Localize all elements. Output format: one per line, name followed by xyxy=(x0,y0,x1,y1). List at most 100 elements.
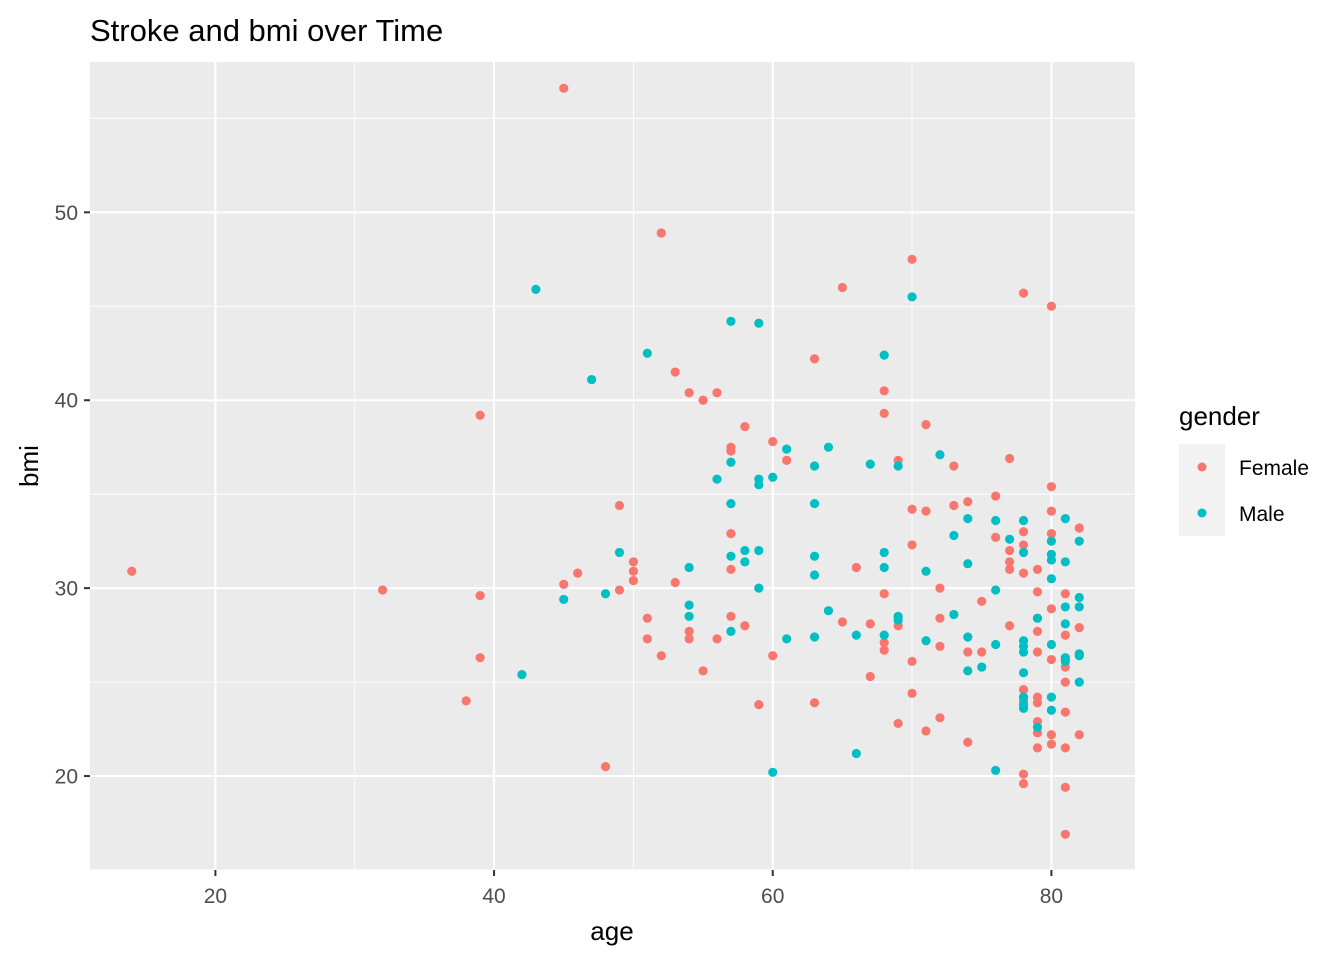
data-point-female xyxy=(879,386,889,396)
data-point-male xyxy=(1018,703,1029,714)
data-point-male xyxy=(754,545,764,556)
data-point-female xyxy=(684,388,694,398)
data-point-male xyxy=(1060,602,1070,612)
data-point-male xyxy=(740,557,750,567)
data-point-male xyxy=(782,444,792,454)
data-point-male xyxy=(782,634,792,644)
data-point-female xyxy=(879,589,889,599)
data-point-male xyxy=(1046,536,1056,546)
data-point-female xyxy=(1005,564,1015,574)
data-point-male xyxy=(726,316,736,326)
data-point-female xyxy=(573,568,583,578)
data-point-female xyxy=(907,656,917,667)
data-point-male xyxy=(991,585,1001,595)
data-point-male xyxy=(726,551,736,561)
data-point-female xyxy=(670,577,680,588)
data-point-female xyxy=(1046,482,1056,492)
data-point-male xyxy=(1032,613,1043,623)
data-point-female xyxy=(1046,730,1056,740)
legend-swatch-male xyxy=(1197,508,1207,518)
data-point-male xyxy=(1060,514,1070,524)
data-point-male xyxy=(684,611,694,621)
data-point-male xyxy=(684,562,694,573)
data-point-male xyxy=(684,600,694,610)
data-point-female xyxy=(628,566,639,576)
data-point-female xyxy=(1018,288,1029,298)
data-point-female xyxy=(559,579,569,589)
data-point-male xyxy=(531,284,541,294)
data-point-female xyxy=(475,653,485,663)
data-point-male xyxy=(921,636,931,646)
data-point-male xyxy=(879,547,889,558)
data-point-male xyxy=(559,594,569,605)
data-point-male xyxy=(1060,557,1070,567)
data-point-female xyxy=(684,634,694,644)
data-point-male xyxy=(893,615,903,625)
data-point-male xyxy=(1046,639,1056,650)
data-point-female xyxy=(1005,545,1015,556)
legend-title: gender xyxy=(1179,401,1260,431)
data-point-female xyxy=(1046,301,1056,311)
x-tick-label: 40 xyxy=(482,885,505,908)
x-tick-label: 20 xyxy=(204,885,227,908)
data-point-female xyxy=(921,420,931,430)
data-point-male xyxy=(963,632,973,642)
data-point-female xyxy=(1060,743,1070,753)
legend: gender Female Male xyxy=(1179,401,1309,536)
data-point-male xyxy=(726,498,736,509)
data-point-male xyxy=(935,450,945,460)
data-point-female xyxy=(963,737,973,747)
data-point-female xyxy=(1060,707,1070,717)
data-point-female xyxy=(1032,626,1043,636)
data-point-female xyxy=(1060,630,1070,640)
x-axis-title: age xyxy=(590,916,633,946)
data-point-male xyxy=(963,559,973,569)
data-point-male xyxy=(949,530,959,541)
data-point-female xyxy=(837,617,848,627)
data-point-female xyxy=(963,647,973,657)
data-point-female xyxy=(600,762,611,772)
legend-swatch-female xyxy=(1197,462,1207,472)
data-point-female xyxy=(768,436,778,447)
data-point-female xyxy=(614,585,625,595)
data-point-male xyxy=(1046,692,1056,702)
data-point-male xyxy=(1018,515,1029,526)
data-point-female xyxy=(991,491,1001,501)
data-point-male xyxy=(1074,592,1084,603)
data-point-male xyxy=(851,748,861,759)
data-point-female xyxy=(642,613,652,623)
data-point-male xyxy=(768,472,778,482)
data-point-female xyxy=(1018,527,1029,537)
data-point-female xyxy=(1046,529,1056,539)
data-point-female xyxy=(698,395,708,405)
data-point-female xyxy=(740,621,750,631)
data-point-female xyxy=(1032,564,1043,574)
data-point-male xyxy=(879,630,889,640)
data-point-female xyxy=(907,688,917,698)
data-point-male xyxy=(726,457,736,467)
y-axis-title: bmi xyxy=(14,445,44,487)
data-point-male xyxy=(754,583,764,593)
chart-title: Stroke and bmi over Time xyxy=(90,13,443,48)
data-point-male xyxy=(1046,574,1056,584)
data-point-male xyxy=(614,547,625,558)
y-tick-label: 40 xyxy=(55,390,78,413)
data-point-female xyxy=(684,626,694,636)
data-point-male xyxy=(1074,602,1084,612)
data-point-male xyxy=(1046,555,1056,565)
data-point-female xyxy=(837,282,848,293)
data-point-female xyxy=(907,504,917,514)
data-point-female xyxy=(809,354,820,364)
data-point-female xyxy=(1046,506,1056,516)
data-point-male xyxy=(949,609,959,620)
plot-panel xyxy=(90,62,1135,870)
data-point-male xyxy=(1032,722,1043,732)
data-point-female xyxy=(1018,685,1029,695)
data-point-female xyxy=(1032,587,1043,597)
data-point-male xyxy=(1074,677,1084,687)
data-point-male xyxy=(991,765,1001,776)
x-tick-label: 60 xyxy=(761,885,784,908)
data-point-male xyxy=(809,551,820,561)
data-point-male xyxy=(1074,536,1084,546)
